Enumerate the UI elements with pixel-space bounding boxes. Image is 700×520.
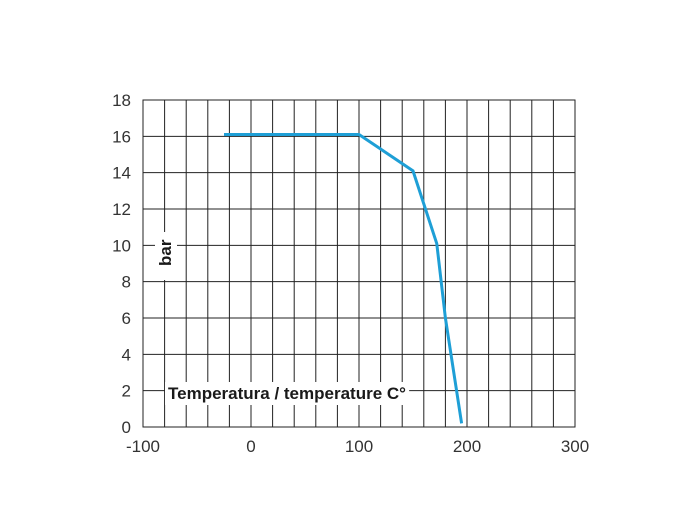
y-tick-labels: 0 2 4 6 8 10 12 14 16 18 [112, 91, 131, 437]
y-tick-label: 18 [112, 91, 131, 110]
x-tick-labels: -100 0 100 200 300 [126, 437, 589, 456]
y-tick-label: 16 [112, 127, 131, 146]
plot-frame [142, 99, 576, 428]
y-tick-label: 2 [122, 382, 131, 401]
x-tick-label: -100 [126, 437, 160, 456]
x-tick-label: 200 [453, 437, 481, 456]
y-tick-label: 10 [112, 236, 131, 255]
x-axis-title: Temperatura / temperature C° [168, 384, 406, 403]
y-tick-label: 0 [122, 418, 131, 437]
x-tick-label: 0 [246, 437, 255, 456]
grid [143, 100, 575, 427]
y-axis-title-background [155, 232, 177, 280]
series-group [224, 133, 464, 424]
series-line [224, 133, 464, 424]
y-tick-label: 8 [122, 273, 131, 292]
x-axis-title-background [165, 382, 410, 405]
y-tick-label: 14 [112, 164, 131, 183]
y-tick-label: 12 [112, 200, 131, 219]
x-tick-label: 100 [345, 437, 373, 456]
y-tick-label: 6 [122, 309, 131, 328]
y-tick-label: 4 [122, 345, 131, 364]
y-axis-title: bar [156, 239, 175, 266]
x-tick-label: 300 [561, 437, 589, 456]
